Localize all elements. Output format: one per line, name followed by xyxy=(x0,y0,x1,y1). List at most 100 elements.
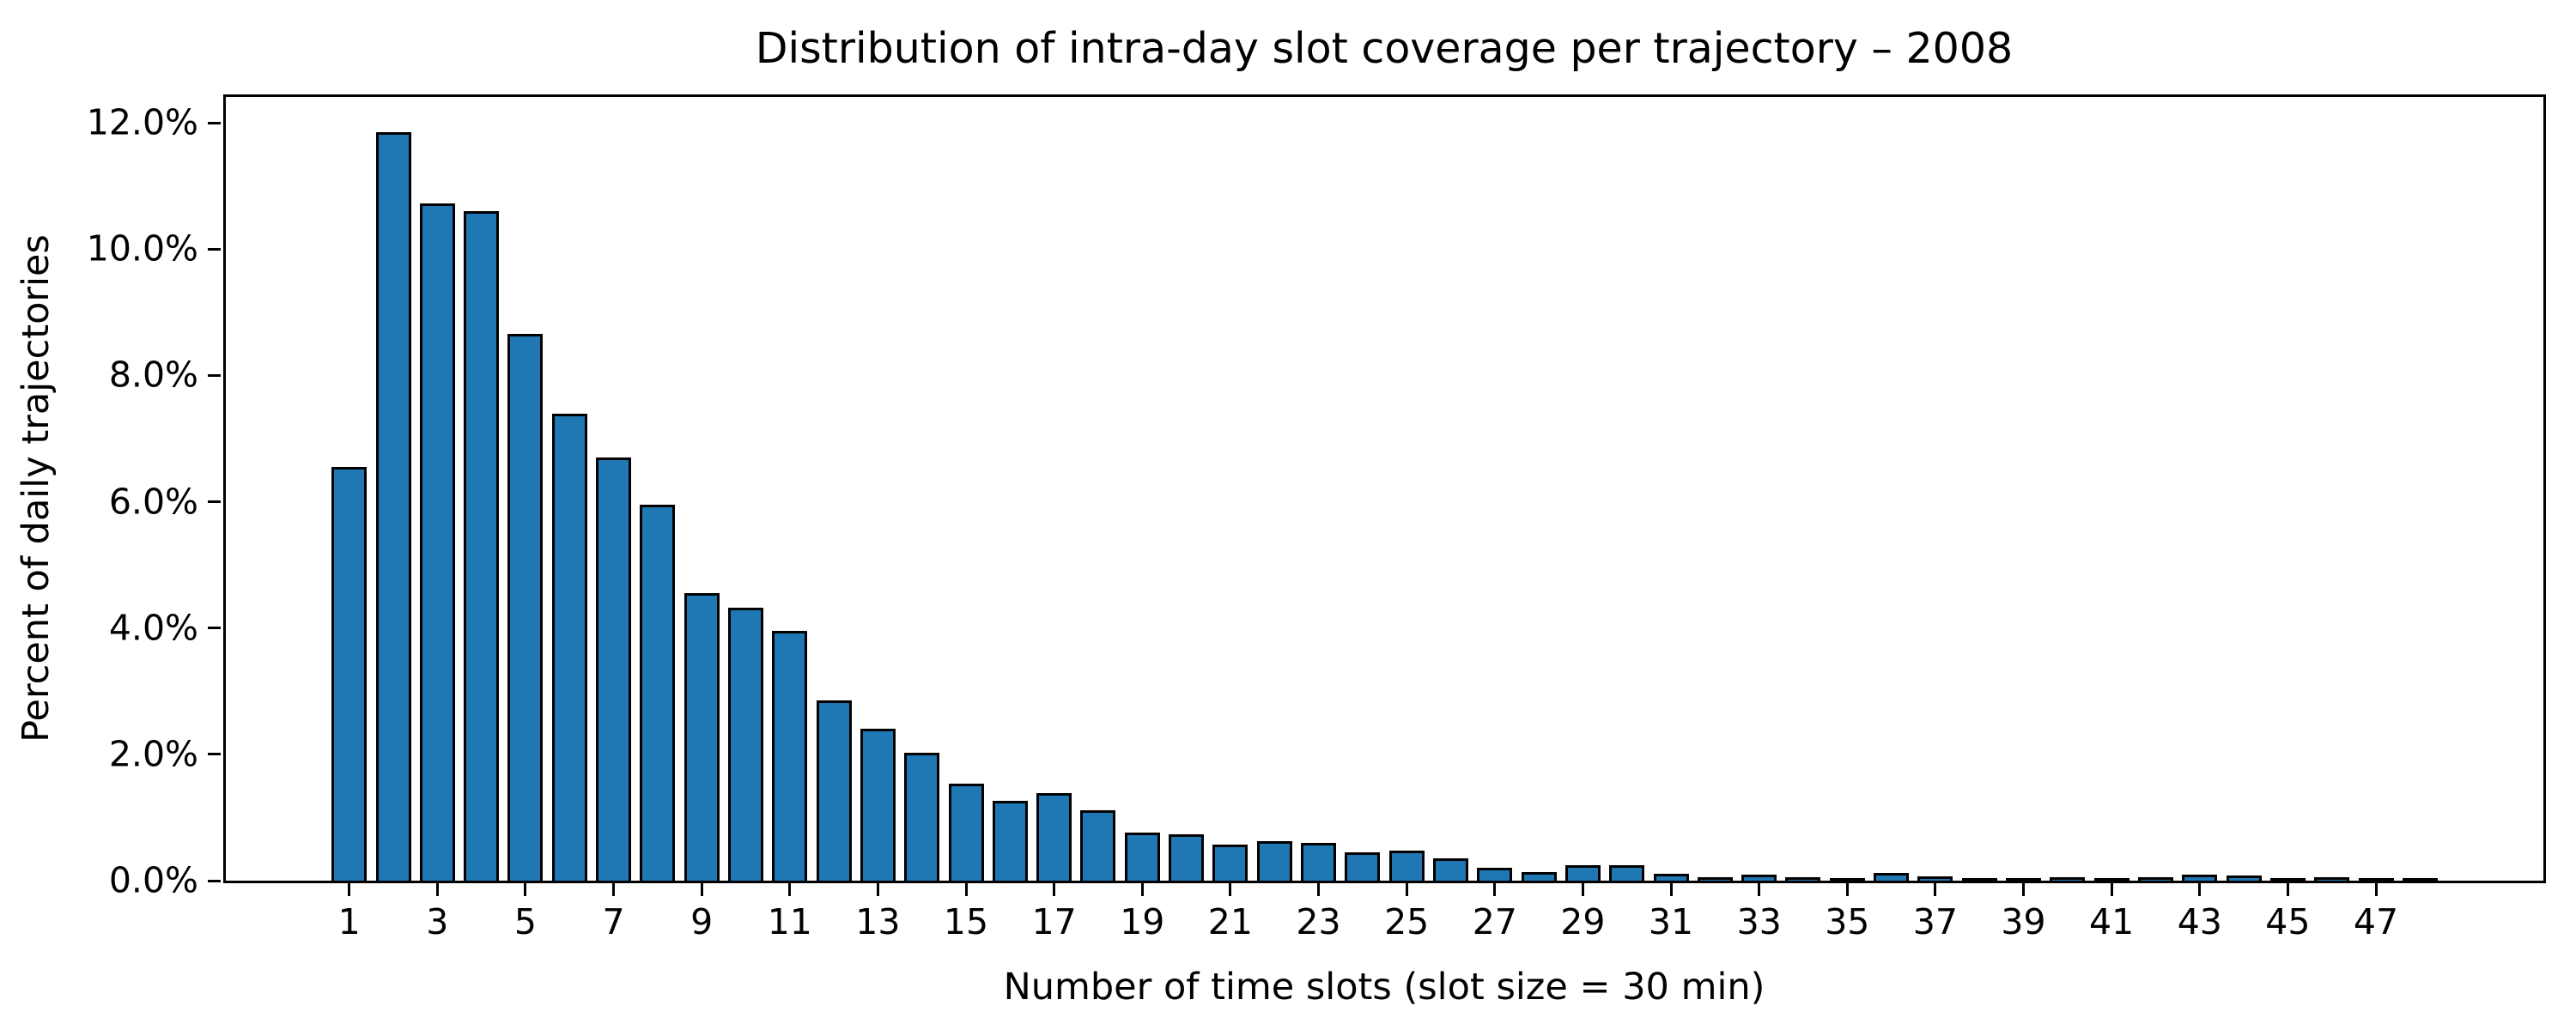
x-tick xyxy=(2286,883,2289,896)
x-tick-label: 41 xyxy=(2089,901,2135,942)
x-tick xyxy=(1317,883,1320,896)
bar xyxy=(1609,864,1645,881)
y-tick xyxy=(208,121,221,124)
x-tick-label: 25 xyxy=(1384,901,1430,942)
bar xyxy=(992,800,1028,881)
bar xyxy=(1036,792,1072,881)
x-tick xyxy=(1229,883,1232,896)
bar xyxy=(1477,868,1513,881)
y-tick xyxy=(208,879,221,882)
y-tick xyxy=(208,373,221,377)
x-tick xyxy=(964,883,968,896)
bar xyxy=(1169,833,1205,881)
bar xyxy=(1521,872,1557,881)
y-tick xyxy=(208,247,221,251)
y-axis-label: Percent of daily trajectories xyxy=(15,234,58,742)
x-tick xyxy=(2110,883,2113,896)
bar xyxy=(2314,876,2350,881)
chart-title: Distribution of intra-day slot coverage … xyxy=(755,24,2014,73)
y-tick-label: 4.0% xyxy=(108,607,198,649)
y-tick xyxy=(208,753,221,756)
bar xyxy=(2226,876,2262,881)
bar xyxy=(1961,878,1997,881)
bar xyxy=(904,752,940,881)
x-tick xyxy=(1845,883,1849,896)
bar xyxy=(2358,878,2394,881)
bar xyxy=(419,203,455,881)
bar xyxy=(728,608,763,881)
x-tick-label: 21 xyxy=(1207,901,1253,942)
x-tick xyxy=(1758,883,1761,896)
bar xyxy=(1697,876,1733,881)
x-tick-label: 5 xyxy=(513,901,537,942)
bar xyxy=(683,593,720,881)
bar xyxy=(375,132,411,881)
y-tick xyxy=(208,627,221,630)
bar xyxy=(2006,878,2041,881)
plot-area: 1 3 5 7 9 11 13 15 17 19 21 23 25 27 29 31 33 35 37 39 41 43 4… xyxy=(87,94,2546,940)
x-tick xyxy=(876,883,879,896)
bar xyxy=(1345,851,1381,881)
bar xyxy=(551,413,587,881)
x-tick xyxy=(700,883,703,896)
bar xyxy=(2402,878,2438,881)
bar xyxy=(1388,851,1425,881)
bar xyxy=(640,505,676,881)
x-tick xyxy=(2374,883,2378,896)
bar xyxy=(1080,809,1116,881)
bar xyxy=(2050,877,2086,881)
bar xyxy=(2093,878,2129,881)
x-tick xyxy=(1934,883,1937,896)
x-tick-label: 7 xyxy=(602,901,625,942)
y-tick-label: 10.0% xyxy=(86,227,198,270)
x-tick xyxy=(435,883,439,896)
bar xyxy=(772,631,808,881)
bar xyxy=(1301,842,1336,881)
bar xyxy=(2269,878,2306,881)
bar xyxy=(816,700,852,881)
x-tick-label: 3 xyxy=(426,901,449,942)
y-tick-label: 6.0% xyxy=(108,481,198,523)
x-tick-label: 15 xyxy=(943,901,989,942)
bar xyxy=(1564,864,1601,881)
bar xyxy=(1741,875,1777,881)
x-axis-label: Number of time slots (slot size = 30 min… xyxy=(1003,966,1765,1009)
x-tick-label: 17 xyxy=(1031,901,1077,942)
bar xyxy=(1256,840,1292,881)
y-tick-label: 0.0% xyxy=(108,859,198,901)
x-tick-label: 23 xyxy=(1296,901,1341,942)
y-tick-label: 12.0% xyxy=(86,101,198,143)
x-tick-label: 13 xyxy=(855,901,901,942)
x-tick-label: 47 xyxy=(2353,901,2399,942)
x-tick xyxy=(348,883,351,896)
bar xyxy=(1212,845,1249,881)
x-tick xyxy=(1140,883,1144,896)
bar xyxy=(331,467,368,881)
bar xyxy=(1653,873,1689,881)
bar xyxy=(464,211,500,881)
bar xyxy=(596,457,631,881)
x-tick-label: 1 xyxy=(337,901,361,942)
bar xyxy=(2182,875,2218,881)
x-tick-label: 29 xyxy=(1560,901,1606,942)
bar xyxy=(1785,877,1821,881)
x-tick-label: 27 xyxy=(1472,901,1517,942)
x-tick xyxy=(2022,883,2025,896)
x-tick-label: 37 xyxy=(1912,901,1958,942)
x-tick xyxy=(788,883,792,896)
bar xyxy=(948,783,984,881)
x-tick xyxy=(524,883,527,896)
bar xyxy=(1432,858,1468,881)
y-tick-label: 8.0% xyxy=(108,354,198,396)
x-tick xyxy=(1053,883,1056,896)
y-tick xyxy=(208,500,221,504)
x-tick-label: 33 xyxy=(1736,901,1782,942)
x-tick-label: 19 xyxy=(1120,901,1165,942)
x-tick-label: 11 xyxy=(767,901,812,942)
x-tick-label: 45 xyxy=(2265,901,2311,942)
x-tick-label: 43 xyxy=(2177,901,2222,942)
x-tick xyxy=(2198,883,2202,896)
bar xyxy=(1124,833,1160,881)
bar xyxy=(860,729,896,881)
